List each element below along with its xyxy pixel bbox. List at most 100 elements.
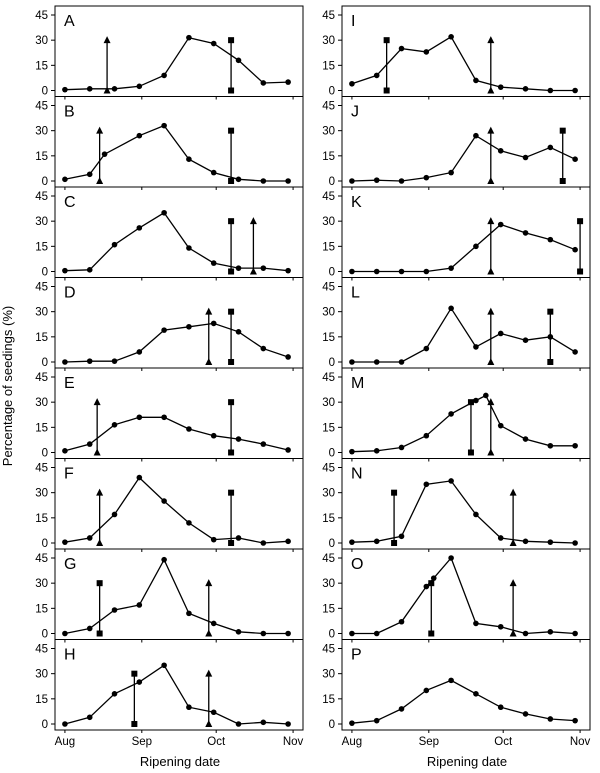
- triangle-marker-top: [487, 36, 495, 44]
- panel-label: E: [64, 375, 75, 392]
- data-point: [522, 337, 529, 343]
- panel-frame: [341, 458, 591, 550]
- y-tick-label: 45: [322, 644, 335, 656]
- data-point: [111, 422, 118, 428]
- square-marker-bottom: [577, 268, 584, 275]
- panel-label: B: [64, 104, 75, 121]
- triangle-marker-bottom: [93, 448, 101, 456]
- triangle-marker-bottom: [103, 86, 111, 94]
- x-tick-label: Oct: [207, 736, 226, 748]
- data-point: [210, 536, 217, 543]
- data-point: [186, 520, 192, 526]
- y-tick-label: 30: [322, 216, 335, 228]
- data-point: [260, 719, 267, 726]
- data-point: [235, 176, 242, 183]
- data-point: [136, 349, 143, 355]
- y-tick-label: 0: [329, 267, 335, 279]
- data-point: [473, 397, 479, 404]
- y-tick-label: 0: [329, 86, 335, 98]
- data-point: [373, 448, 380, 454]
- data-point: [186, 34, 192, 41]
- data-point: [373, 630, 380, 637]
- y-tick-label: 45: [35, 10, 48, 22]
- series-line: [64, 322, 289, 363]
- data-point: [136, 83, 143, 90]
- data-point: [448, 677, 454, 684]
- series-line: [351, 394, 576, 453]
- data-point: [572, 156, 578, 162]
- data-point: [398, 444, 405, 451]
- y-tick-label: 45: [322, 282, 335, 294]
- y-tick-label: 0: [329, 719, 335, 731]
- triangle-marker-bottom: [487, 177, 495, 184]
- data-point: [111, 241, 118, 248]
- panel-label: A: [64, 13, 75, 30]
- y-tick-label: 0: [42, 176, 48, 188]
- y-tick-label: 45: [35, 644, 48, 656]
- y-tick-label: 15: [35, 60, 48, 72]
- y-axis-label: Percentage of seedings (%): [0, 306, 15, 466]
- y-tick-label: 15: [35, 694, 48, 706]
- y-tick-label: 15: [322, 694, 335, 706]
- data-point: [349, 630, 355, 637]
- y-tick-label: 30: [35, 126, 48, 138]
- data-point: [62, 176, 68, 183]
- panel-i: 0 15 30 45 I: [322, 5, 591, 100]
- data-point: [522, 154, 529, 161]
- data-point: [373, 177, 380, 183]
- triangle-marker-top: [487, 126, 495, 134]
- panel-label: G: [64, 556, 76, 573]
- panel-label: K: [351, 194, 362, 211]
- panel-label: H: [64, 647, 76, 664]
- data-point: [285, 630, 291, 637]
- series-line: [351, 223, 576, 273]
- data-point: [136, 474, 143, 481]
- y-tick-label: 45: [322, 101, 335, 113]
- y-tick-label: 0: [329, 538, 335, 550]
- data-point: [86, 714, 93, 721]
- data-point: [235, 265, 242, 271]
- data-point: [497, 535, 504, 541]
- square-marker-top: [383, 37, 390, 44]
- data-point: [349, 539, 355, 545]
- data-point: [448, 305, 454, 312]
- y-tick-label: 45: [35, 101, 48, 113]
- data-point: [161, 209, 167, 216]
- data-point: [373, 538, 380, 545]
- data-point: [235, 436, 242, 442]
- data-point: [547, 87, 554, 94]
- data-point: [86, 86, 93, 92]
- data-point: [547, 539, 554, 545]
- data-point: [547, 629, 554, 635]
- y-tick-label: 15: [322, 603, 335, 615]
- data-point: [497, 148, 504, 154]
- panel-frame: [54, 639, 304, 731]
- data-point: [473, 691, 479, 697]
- data-point: [423, 49, 430, 55]
- data-point: [260, 630, 267, 637]
- panel-f: 0 15 30 45 F: [35, 458, 304, 552]
- data-point: [161, 662, 167, 669]
- data-point: [497, 623, 504, 630]
- data-point: [62, 630, 68, 637]
- square-marker-bottom: [547, 359, 554, 365]
- triangle-marker-bottom: [487, 448, 495, 456]
- panel-g: 0 15 30 45 G: [35, 548, 304, 643]
- series-line: [64, 558, 289, 635]
- y-tick-label: 45: [322, 10, 335, 22]
- data-point: [62, 86, 68, 93]
- data-point: [373, 268, 380, 275]
- data-point: [210, 260, 217, 266]
- data-point: [547, 334, 554, 340]
- y-tick-label: 30: [35, 397, 48, 409]
- data-point: [497, 704, 504, 711]
- series-line: [64, 416, 289, 452]
- series-line: [351, 679, 576, 724]
- y-tick-label: 0: [42, 86, 48, 98]
- square-marker-bottom: [391, 540, 398, 546]
- data-point: [62, 267, 68, 274]
- x-axis-label-left: Ripening date: [140, 754, 220, 769]
- data-point: [423, 174, 430, 181]
- y-tick-label: 15: [322, 60, 335, 72]
- panel-label: N: [351, 466, 363, 483]
